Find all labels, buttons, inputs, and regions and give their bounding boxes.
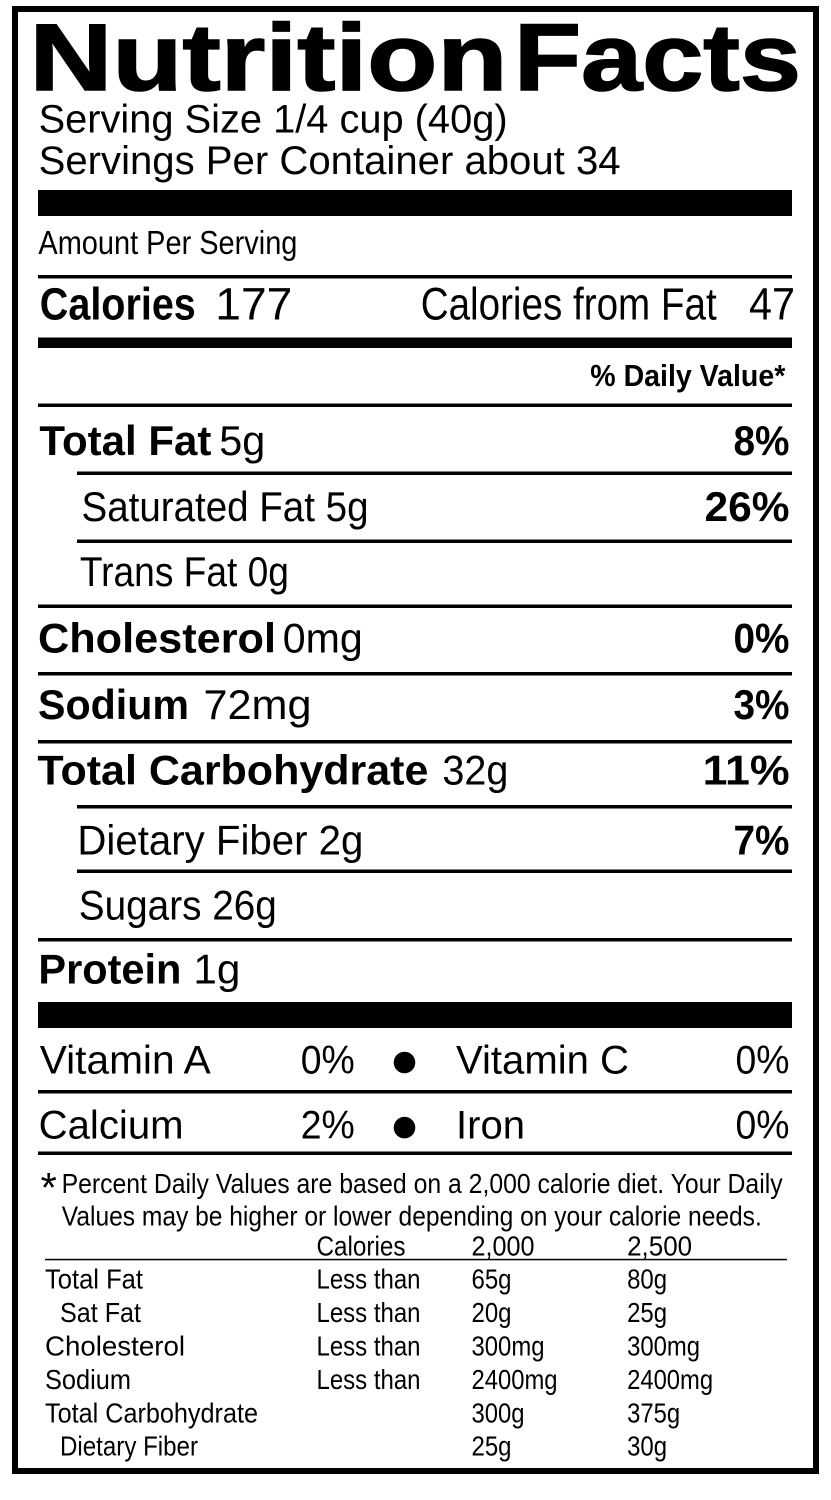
svg-text:Amount Per Serving: Amount Per Serving	[38, 224, 297, 261]
svg-text:2,500: 2,500	[627, 1231, 692, 1262]
svg-text:Nutrition: Nutrition	[30, 5, 508, 111]
svg-text:Dietary Fiber: Dietary Fiber	[60, 1431, 198, 1462]
svg-text:300mg: 300mg	[472, 1331, 545, 1362]
svg-text:5g: 5g	[219, 417, 265, 464]
svg-text:30g: 30g	[627, 1431, 667, 1462]
svg-text:0%: 0%	[736, 1104, 790, 1148]
svg-text:Vitamin A: Vitamin A	[40, 1039, 211, 1083]
svg-text:Saturated Fat 5g: Saturated Fat 5g	[82, 483, 369, 530]
svg-text:11%: 11%	[703, 747, 790, 794]
svg-text:Protein: Protein	[38, 946, 181, 993]
svg-text:2%: 2%	[301, 1104, 355, 1148]
svg-text:25g: 25g	[627, 1297, 667, 1328]
svg-text:Sugars 26g: Sugars 26g	[79, 882, 277, 929]
svg-text:1g: 1g	[193, 946, 240, 993]
svg-text:Calories from Fat: Calories from Fat	[421, 279, 717, 330]
svg-text:2400mg: 2400mg	[472, 1364, 558, 1395]
svg-text:80g: 80g	[627, 1264, 667, 1295]
svg-text:65g: 65g	[472, 1264, 512, 1295]
svg-text:Trans Fat 0g: Trans Fat 0g	[80, 548, 289, 595]
svg-text:Less than: Less than	[317, 1331, 421, 1362]
svg-text:47: 47	[749, 279, 795, 330]
svg-text:Total Fat: Total Fat	[39, 417, 211, 464]
svg-text:300mg: 300mg	[627, 1331, 700, 1362]
svg-text:Dietary Fiber 2g: Dietary Fiber 2g	[77, 817, 363, 864]
svg-text:Less than: Less than	[317, 1297, 421, 1328]
svg-text:0%: 0%	[734, 614, 790, 661]
svg-text:Sat Fat: Sat Fat	[60, 1297, 141, 1328]
svg-text:Total Fat: Total Fat	[45, 1264, 143, 1295]
svg-text:0mg: 0mg	[283, 614, 363, 661]
svg-text:Calcium: Calcium	[39, 1104, 184, 1148]
svg-text:Vitamin C: Vitamin C	[456, 1039, 629, 1083]
svg-text:2,000: 2,000	[472, 1231, 535, 1262]
svg-text:72mg: 72mg	[204, 681, 312, 728]
svg-text:0%: 0%	[736, 1039, 790, 1083]
svg-text:32g: 32g	[442, 747, 508, 794]
svg-text:2400mg: 2400mg	[627, 1364, 713, 1395]
svg-text:Serving Size 1/4 cup (40g): Serving Size 1/4 cup (40g)	[39, 97, 508, 141]
svg-text:Calories: Calories	[40, 279, 196, 330]
svg-text:*: *	[41, 1164, 57, 1211]
svg-text:26%: 26%	[705, 483, 790, 530]
svg-text:Less than: Less than	[317, 1264, 421, 1295]
svg-text:20g: 20g	[472, 1297, 512, 1328]
svg-text:Sodium: Sodium	[45, 1364, 131, 1395]
svg-text:Sodium: Sodium	[38, 681, 189, 728]
svg-text:Cholesterol: Cholesterol	[45, 1331, 185, 1362]
svg-text:Servings Per Container about 3: Servings Per Container about 34	[39, 139, 621, 183]
svg-text:25g: 25g	[472, 1431, 512, 1462]
svg-text:Facts: Facts	[514, 5, 801, 111]
svg-text:3%: 3%	[734, 681, 790, 728]
svg-text:0%: 0%	[301, 1039, 355, 1083]
svg-text:Iron: Iron	[456, 1104, 525, 1148]
svg-text:300g: 300g	[472, 1397, 525, 1428]
svg-text:7%: 7%	[734, 817, 790, 864]
svg-text:Calories: Calories	[317, 1231, 406, 1262]
svg-text:Total Carbohydrate: Total Carbohydrate	[37, 747, 428, 794]
svg-text:Total Carbohydrate: Total Carbohydrate	[45, 1397, 258, 1428]
svg-text:Cholesterol: Cholesterol	[38, 614, 276, 661]
svg-text:177: 177	[215, 279, 292, 330]
svg-text:Percent Daily Values are based: Percent Daily Values are based on a 2,00…	[62, 1168, 783, 1199]
svg-text:% Daily Value*: % Daily Value*	[590, 358, 786, 393]
svg-text:375g: 375g	[627, 1397, 680, 1428]
svg-text:Values may be higher or lower: Values may be higher or lower depending …	[62, 1201, 762, 1232]
svg-text:Less than: Less than	[317, 1364, 421, 1395]
svg-text:8%: 8%	[734, 417, 790, 464]
